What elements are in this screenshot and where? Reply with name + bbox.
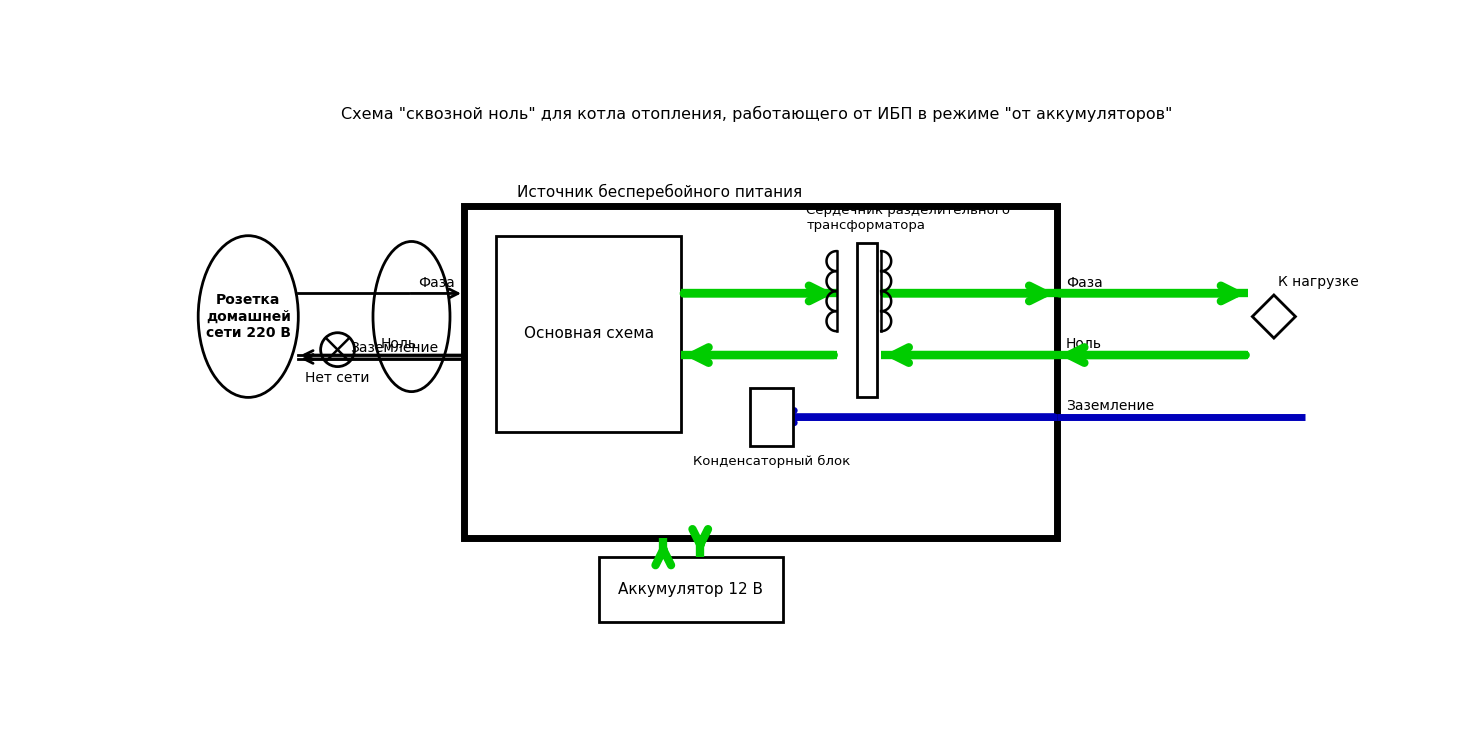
Bar xyxy=(496,235,680,432)
Text: Розетка
домашней
сети 220 В: Розетка домашней сети 220 В xyxy=(205,294,291,340)
Text: Заземление: Заземление xyxy=(1066,399,1154,413)
Text: Схема "сквозной ноль" для котла отопления, работающего от ИБП в режиме "от аккум: Схема "сквозной ноль" для котла отоплени… xyxy=(341,107,1172,122)
Text: Основная схема: Основная схема xyxy=(524,326,654,341)
Text: К нагрузке: К нагрузке xyxy=(1278,275,1358,289)
Ellipse shape xyxy=(320,333,354,367)
Polygon shape xyxy=(1252,295,1296,338)
Text: Аккумулятор 12 В: Аккумулятор 12 В xyxy=(618,582,763,597)
Ellipse shape xyxy=(198,235,298,397)
Text: Конденсаторный блок: Конденсаторный блок xyxy=(692,455,850,468)
Text: Сердечник разделительного
трансформатора: Сердечник разделительного трансформатора xyxy=(806,204,1011,232)
Text: Заземление: Заземление xyxy=(350,341,438,355)
Text: Ноль: Ноль xyxy=(381,337,416,351)
Bar xyxy=(856,244,877,397)
Bar xyxy=(750,388,793,446)
Text: Источник бесперебойного питания: Источник бесперебойного питания xyxy=(517,184,801,200)
Bar xyxy=(463,206,1057,538)
Text: Ноль: Ноль xyxy=(1066,337,1103,351)
Text: Нет сети: Нет сети xyxy=(306,371,370,385)
Text: Фаза: Фаза xyxy=(418,276,455,290)
Bar xyxy=(599,557,784,622)
Text: Фаза: Фаза xyxy=(1066,276,1103,290)
